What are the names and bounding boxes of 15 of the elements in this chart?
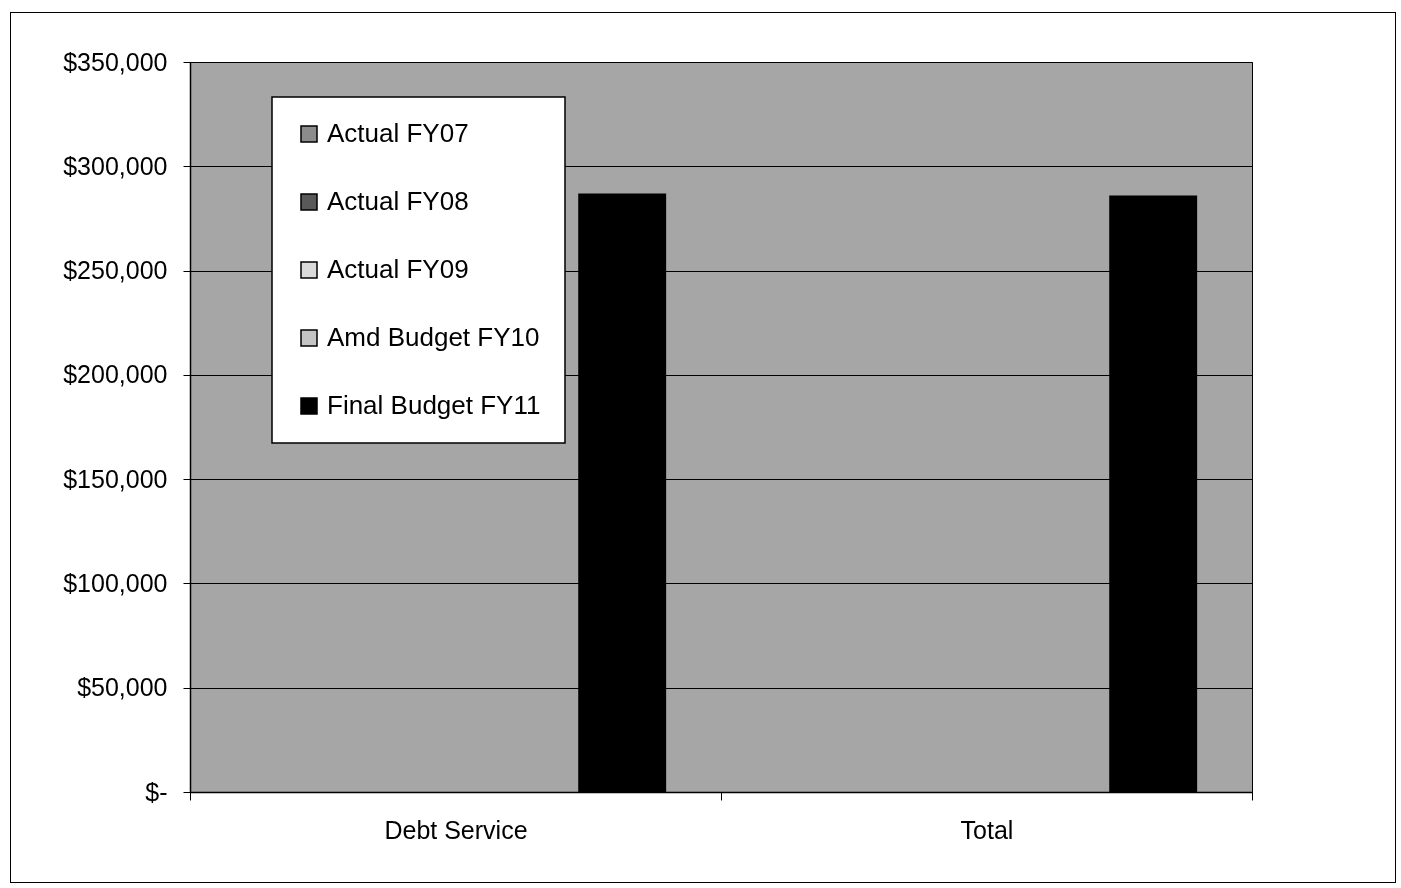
legend-label: Amd Budget FY10 bbox=[327, 322, 540, 352]
y-tick-label: $50,000 bbox=[77, 673, 168, 702]
y-tick-label: $- bbox=[145, 777, 168, 806]
y-tick-label: $250,000 bbox=[63, 256, 168, 285]
y-tick-label: $300,000 bbox=[63, 151, 168, 180]
x-tick-label: Debt Service bbox=[384, 815, 528, 844]
y-tick-label: $150,000 bbox=[63, 464, 168, 493]
legend-label: Actual FY09 bbox=[327, 254, 469, 284]
y-tick-label: $200,000 bbox=[63, 360, 168, 389]
legend-label: Actual FY08 bbox=[327, 186, 469, 216]
x-tick-label: Total bbox=[960, 815, 1014, 844]
y-tick-label: $100,000 bbox=[63, 568, 168, 597]
legend-label: Final Budget FY11 bbox=[327, 390, 541, 420]
y-tick-label: $350,000 bbox=[63, 47, 168, 76]
legend-label: Actual FY07 bbox=[327, 118, 469, 148]
